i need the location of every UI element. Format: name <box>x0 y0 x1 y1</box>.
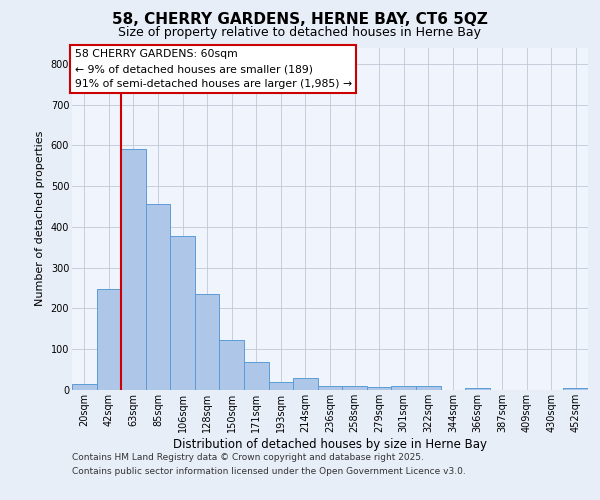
Bar <box>416 386 440 390</box>
Bar <box>72 384 97 390</box>
Bar <box>318 386 342 390</box>
Bar <box>97 289 121 390</box>
Bar <box>244 362 269 390</box>
Bar <box>465 388 490 390</box>
Bar <box>342 386 367 390</box>
Bar <box>220 340 244 390</box>
Text: Contains public sector information licensed under the Open Government Licence v3: Contains public sector information licen… <box>72 467 466 476</box>
Text: Size of property relative to detached houses in Herne Bay: Size of property relative to detached ho… <box>119 26 482 39</box>
Bar <box>121 150 146 390</box>
Text: 58 CHERRY GARDENS: 60sqm
← 9% of detached houses are smaller (189)
91% of semi-d: 58 CHERRY GARDENS: 60sqm ← 9% of detache… <box>74 49 352 89</box>
Bar <box>293 378 318 390</box>
Bar <box>563 388 588 390</box>
Bar <box>195 294 220 390</box>
Bar <box>269 382 293 390</box>
Bar <box>170 236 195 390</box>
Bar <box>367 386 391 390</box>
Bar <box>146 204 170 390</box>
Text: 58, CHERRY GARDENS, HERNE BAY, CT6 5QZ: 58, CHERRY GARDENS, HERNE BAY, CT6 5QZ <box>112 12 488 28</box>
Y-axis label: Number of detached properties: Number of detached properties <box>35 131 45 306</box>
Bar <box>391 386 416 390</box>
Text: Contains HM Land Registry data © Crown copyright and database right 2025.: Contains HM Land Registry data © Crown c… <box>72 454 424 462</box>
X-axis label: Distribution of detached houses by size in Herne Bay: Distribution of detached houses by size … <box>173 438 487 450</box>
